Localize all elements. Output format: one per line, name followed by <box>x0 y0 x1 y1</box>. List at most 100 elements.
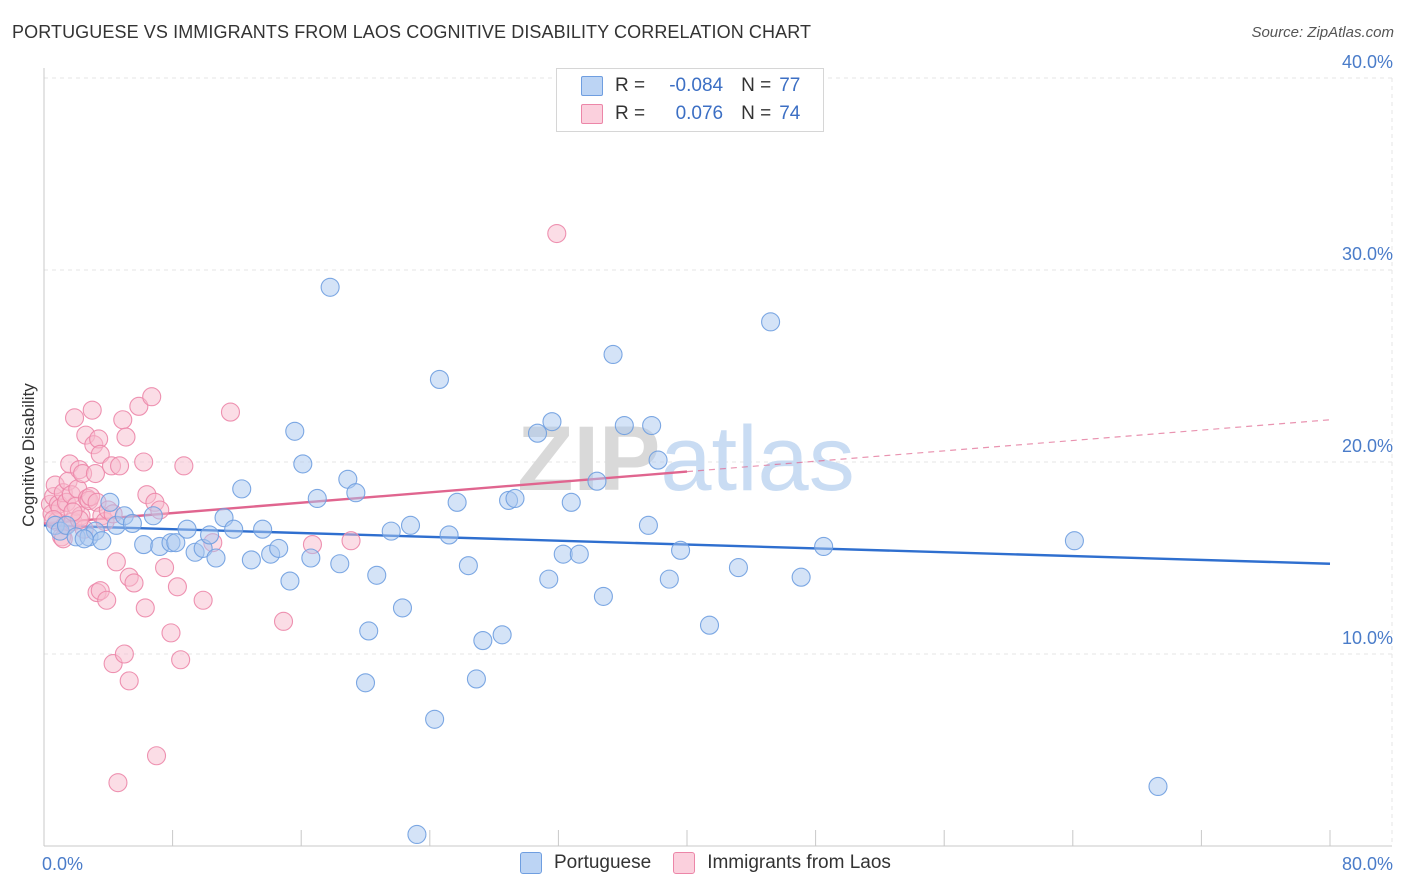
portuguese-point <box>429 369 449 389</box>
portuguese-point <box>381 521 401 541</box>
portuguese-point <box>561 492 581 512</box>
laos-point <box>161 623 181 643</box>
portuguese-point <box>269 538 289 558</box>
portuguese-point <box>1064 531 1084 551</box>
series-label-portuguese: Portuguese <box>554 852 652 873</box>
portuguese-point <box>166 533 186 553</box>
portuguese-point <box>569 544 589 564</box>
legend-n-label: N = <box>741 103 772 124</box>
y-tick-label: 40.0% <box>1342 52 1393 72</box>
portuguese-point <box>458 556 478 576</box>
grid-lines <box>44 77 1393 846</box>
laos-point <box>119 671 139 691</box>
portuguese-point <box>307 488 327 509</box>
laos-point <box>273 611 294 631</box>
portuguese-point <box>355 673 376 693</box>
series-legend-laos: Immigrants from Laos <box>673 852 891 874</box>
portuguese-point <box>224 519 244 539</box>
legend-r-value: 0.076 <box>675 103 724 124</box>
portuguese-point <box>92 531 112 551</box>
watermark-atlas: atlas <box>660 408 854 510</box>
laos-point <box>90 444 110 464</box>
portuguese-point <box>466 669 486 689</box>
portuguese-point <box>206 548 226 568</box>
portuguese-point <box>407 824 427 845</box>
portuguese-point <box>587 471 607 491</box>
laos-point <box>193 590 213 610</box>
portuguese-point <box>791 567 811 587</box>
portuguese-point <box>492 625 512 645</box>
portuguese-point <box>553 544 573 564</box>
portuguese-point <box>671 540 691 560</box>
laos-point <box>85 463 105 484</box>
portuguese-point <box>1148 776 1168 797</box>
portuguese-point <box>659 569 679 589</box>
laos-point <box>114 644 134 664</box>
series-swatch-portuguese <box>520 852 542 874</box>
portuguese-point <box>614 415 634 436</box>
y-tick-label: 10.0% <box>1342 628 1393 648</box>
portuguese-point <box>392 598 413 618</box>
portuguese-point <box>439 525 459 545</box>
series-label-laos: Immigrants from Laos <box>707 852 891 873</box>
x-tick-label: 0.0% <box>42 854 83 874</box>
portuguese-point <box>320 277 340 297</box>
portuguese-point <box>346 483 366 503</box>
legend-r-label: R = <box>615 103 646 124</box>
portuguese-point <box>425 709 445 729</box>
portuguese-point <box>527 423 548 443</box>
axes <box>43 68 1392 847</box>
legend-n-value: 77 <box>779 75 801 96</box>
portuguese-point <box>241 550 261 570</box>
portuguese-point <box>473 631 493 651</box>
portuguese-point <box>200 525 220 545</box>
portuguese-point <box>232 479 252 499</box>
watermark-zip: ZIP <box>517 408 660 510</box>
laos-point <box>341 531 361 551</box>
y-axis-title: Cognitive Disability <box>19 383 38 527</box>
portuguese-point <box>285 421 305 441</box>
portuguese-point <box>143 506 163 526</box>
laos-point <box>547 223 567 244</box>
portuguese-point <box>359 621 379 641</box>
legend-row-portuguese: R = -0.084 N = 77 <box>581 73 800 99</box>
laos-point <box>110 456 130 476</box>
laos-point <box>220 402 241 422</box>
portuguese-point <box>293 454 313 474</box>
laos-point <box>97 590 117 610</box>
portuguese-point <box>177 519 197 539</box>
series-swatch-laos <box>673 852 696 874</box>
portuguese-point <box>134 535 154 555</box>
portuguese-point <box>542 412 562 432</box>
legend-n-label: N = <box>741 75 772 96</box>
laos-point <box>116 427 136 447</box>
laos-point <box>171 650 191 670</box>
portuguese-point <box>539 569 559 589</box>
y-tick-label: 30.0% <box>1342 244 1393 264</box>
portuguese-point <box>648 450 668 470</box>
portuguese-point <box>74 529 94 549</box>
portuguese-point <box>400 515 421 535</box>
series-legend: Portuguese Immigrants from Laos <box>520 852 913 874</box>
laos-point <box>124 573 144 593</box>
chart-title: PORTUGUESE VS IMMIGRANTS FROM LAOS COGNI… <box>12 22 812 42</box>
laos-point <box>174 456 194 476</box>
laos-trend-extension <box>686 419 1331 473</box>
laos-point <box>135 598 155 618</box>
source-label: Source: ZipAtlas.com <box>1251 24 1394 41</box>
portuguese-point <box>603 344 623 365</box>
legend-r-label: R = <box>615 75 646 96</box>
laos-point <box>108 773 128 793</box>
portuguese-point <box>330 554 350 574</box>
y-tick-label: 20.0% <box>1342 436 1393 456</box>
x-tick-label: 80.0% <box>1342 854 1393 874</box>
data-points <box>40 223 1168 845</box>
portuguese-point <box>728 558 748 578</box>
legend-row-laos: R = 0.076 N = 74 <box>581 101 800 127</box>
legend-n-value: 74 <box>779 103 801 124</box>
laos-point <box>134 452 154 472</box>
laos-point <box>82 400 102 420</box>
laos-point <box>142 387 162 407</box>
series-legend-portuguese: Portuguese <box>520 852 651 874</box>
